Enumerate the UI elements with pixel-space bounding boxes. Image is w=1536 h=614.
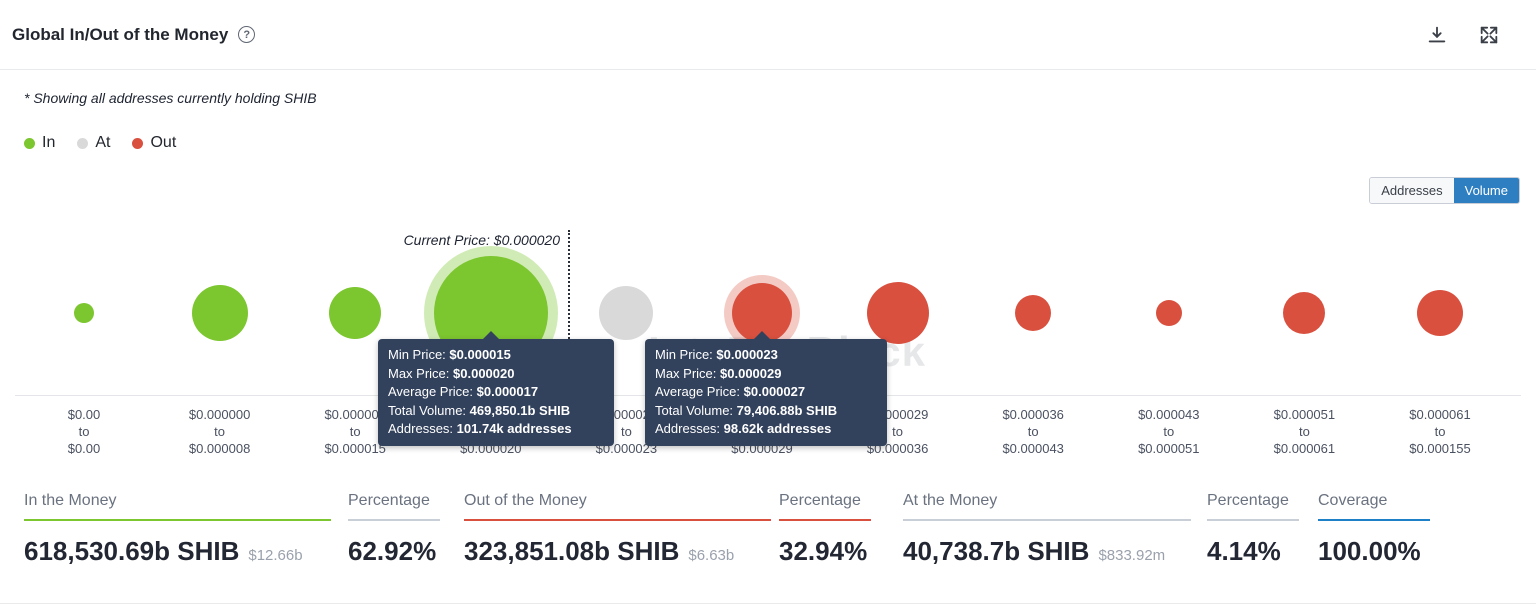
legend-label: In bbox=[42, 134, 56, 151]
tooltip-row: Max Price: $0.000020 bbox=[388, 365, 515, 381]
stat-value-row: 32.94% bbox=[779, 536, 871, 567]
tooltip-arrow bbox=[754, 331, 770, 339]
tooltip-row: Total Volume: 469,850.1b SHIB bbox=[388, 402, 571, 418]
stat-0-in-the-money: In the Money 618,530.69b SHIB $12.66b bbox=[24, 492, 331, 567]
legend-item-out[interactable]: Out bbox=[132, 134, 176, 152]
stat-secondary-value: $6.63b bbox=[688, 547, 735, 564]
tooltip-row: Addresses: 101.74k addresses bbox=[388, 421, 572, 437]
bubble-out-8[interactable] bbox=[1155, 300, 1182, 326]
stat-underline bbox=[464, 519, 771, 521]
widget-header: Global In/Out of the Money ? bbox=[0, 0, 1536, 70]
tooltip-row: Total Volume: 79,406.88b SHIB bbox=[655, 402, 838, 418]
stat-value-row: 4.14% bbox=[1207, 536, 1299, 567]
bubble-out-9[interactable] bbox=[1283, 292, 1326, 334]
bubble-at-4[interactable] bbox=[599, 286, 654, 340]
stat-value-row: 618,530.69b SHIB $12.66b bbox=[24, 536, 331, 567]
tooltip-row: Min Price: $0.000023 bbox=[655, 347, 778, 362]
stat-underline bbox=[903, 519, 1191, 521]
stat-label: Percentage bbox=[348, 492, 430, 509]
x-axis-label-9: $0.000051 to $0.000061 bbox=[1273, 407, 1336, 456]
view-toggle: Addresses Volume bbox=[1369, 177, 1520, 204]
header-icons bbox=[1426, 24, 1500, 46]
tooltip-row: Addresses: 98.62k addresses bbox=[655, 421, 832, 437]
tooltip-arrow bbox=[482, 331, 499, 339]
expand-icon[interactable] bbox=[1478, 24, 1500, 46]
at-dot-icon bbox=[77, 137, 89, 149]
stat-underline bbox=[1318, 519, 1430, 521]
legend: In At Out bbox=[24, 134, 176, 152]
stat-1-percentage: Percentage 62.92% bbox=[348, 492, 440, 567]
bubble-in-1[interactable] bbox=[191, 285, 248, 341]
legend-label: At bbox=[95, 134, 111, 151]
stat-value: 618,530.69b SHIB bbox=[24, 536, 240, 566]
stat-label: Percentage bbox=[1207, 492, 1289, 509]
toggle-volume[interactable]: Volume bbox=[1453, 178, 1519, 203]
current-price-label: Current Price: $0.000020 bbox=[403, 232, 560, 248]
stat-value: 40,738.7b SHIB bbox=[903, 536, 1090, 566]
x-axis-label-8: $0.000043 to $0.000051 bbox=[1138, 407, 1200, 456]
stat-value: 4.14% bbox=[1207, 536, 1281, 566]
stat-label: Percentage bbox=[779, 492, 861, 509]
stat-3-percentage: Percentage 32.94% bbox=[779, 492, 871, 567]
x-axis-label-7: $0.000036 to $0.000043 bbox=[1002, 407, 1064, 456]
x-axis-label-0: $0.00 to $0.00 bbox=[67, 407, 101, 456]
legend-label: Out bbox=[150, 134, 177, 151]
stat-underline bbox=[1207, 519, 1299, 521]
bubble-out-10[interactable] bbox=[1417, 290, 1463, 336]
stat-label: Out of the Money bbox=[464, 492, 587, 509]
stat-underline bbox=[779, 519, 871, 521]
stat-4-at-the-money: At the Money 40,738.7b SHIB $833.92m bbox=[903, 492, 1191, 567]
stat-value: 100.00% bbox=[1318, 536, 1421, 566]
out-dot-icon bbox=[132, 137, 144, 149]
download-icon[interactable] bbox=[1426, 24, 1448, 46]
bubble-in-2[interactable] bbox=[329, 287, 382, 339]
current-price-line bbox=[568, 230, 570, 395]
tooltip-row: Max Price: $0.000029 bbox=[655, 365, 782, 381]
bubble-in-0[interactable] bbox=[74, 303, 94, 323]
in-dot-icon bbox=[24, 137, 35, 149]
stat-value-row: 62.92% bbox=[348, 536, 440, 567]
tooltip-row: Average Price: $0.000027 bbox=[655, 384, 806, 400]
x-axis-label-1: $0.000000 to $0.000008 bbox=[188, 407, 251, 456]
toggle-addresses[interactable]: Addresses bbox=[1370, 178, 1454, 203]
stat-value: 32.94% bbox=[779, 536, 868, 566]
bubble-out-6[interactable] bbox=[866, 282, 929, 344]
legend-item-at[interactable]: At bbox=[77, 134, 110, 152]
holdings-note: * Showing all addresses currently holdin… bbox=[24, 90, 317, 106]
stat-underline bbox=[24, 519, 331, 521]
stat-value-row: 40,738.7b SHIB $833.92m bbox=[903, 536, 1191, 567]
title-wrap: Global In/Out of the Money ? bbox=[12, 24, 256, 45]
chart-tooltip-1: Min Price: $0.000023 Max Price: $0.000029… bbox=[645, 331, 887, 446]
stat-label: Coverage bbox=[1318, 492, 1388, 509]
stat-value: 62.92% bbox=[348, 536, 437, 566]
stat-value-row: 323,851.08b SHIB $6.63b bbox=[464, 536, 771, 567]
stat-secondary-value: $833.92m bbox=[1098, 547, 1166, 564]
widget-bottom-border bbox=[0, 603, 1536, 604]
x-axis-label-10: $0.000061 to $0.000155 bbox=[1409, 407, 1471, 456]
bubble-out-7[interactable] bbox=[1015, 295, 1052, 331]
stat-label: At the Money bbox=[903, 492, 998, 509]
tooltip-row: Min Price: $0.000015 bbox=[388, 347, 511, 362]
help-icon[interactable]: ? bbox=[238, 26, 256, 43]
stat-5-percentage: Percentage 4.14% bbox=[1207, 492, 1299, 567]
x-axis-label-2: $0.000008 to $0.000015 bbox=[324, 407, 386, 456]
legend-item-in[interactable]: In bbox=[24, 134, 55, 152]
page-title: Global In/Out of the Money bbox=[12, 24, 229, 44]
stat-label: In the Money bbox=[24, 492, 117, 509]
stat-2-out-of-the-money: Out of the Money 323,851.08b SHIB $6.63b bbox=[464, 492, 771, 567]
stat-6-coverage: Coverage 100.00% bbox=[1318, 492, 1430, 567]
stat-value-row: 100.00% bbox=[1318, 536, 1430, 567]
stat-secondary-value: $12.66b bbox=[248, 547, 303, 564]
chart-tooltip-0: Min Price: $0.000015 Max Price: $0.000020… bbox=[378, 331, 614, 446]
stat-value: 323,851.08b SHIB bbox=[464, 536, 680, 566]
summary-stats: In the Money 618,530.69b SHIB $12.66b Perce… bbox=[0, 492, 1536, 602]
stat-underline bbox=[348, 519, 440, 521]
tooltip-row: Average Price: $0.000017 bbox=[388, 384, 539, 400]
bubble-chart: IntoTheBlock Current Price: $0.000020 $0… bbox=[0, 210, 1536, 492]
